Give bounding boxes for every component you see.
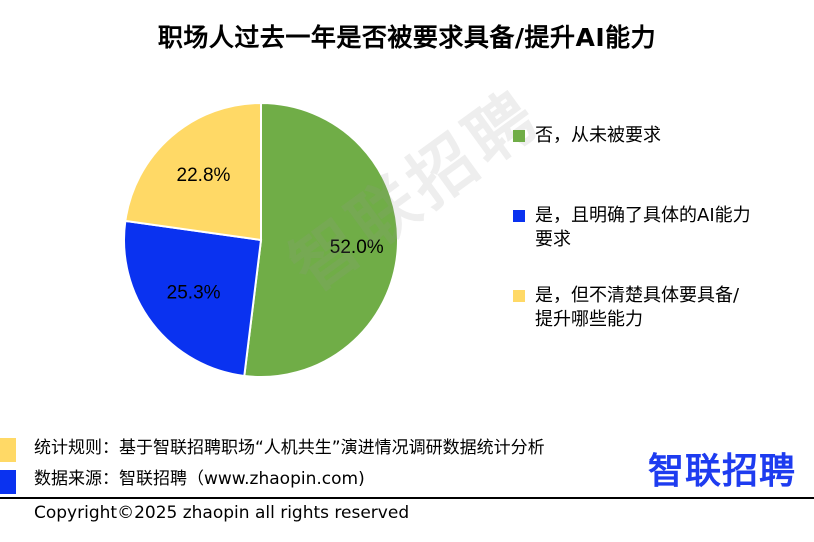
pie-slice-yes-unclear (124, 101, 262, 242)
legend-item-yes-unclear: 是，但不清楚具体要具备/提升哪些能力 (513, 284, 755, 332)
note-rule: 统计规则：基于智联招聘职场“人机共生”演进情况调研数据统计分析 (34, 438, 545, 458)
legend-swatch-yes-unclear (513, 290, 525, 302)
legend-label-no: 否，从未被要求 (535, 125, 661, 146)
zhaopin-logo: 智联招聘 (648, 451, 797, 492)
chart-title: 职场人过去一年是否被要求具备/提升AI能力 (157, 23, 657, 52)
legend-swatch-no (513, 130, 525, 142)
pie-label-yes-unclear: 22.8% (177, 165, 231, 186)
divider (0, 497, 814, 499)
note-marker-blue (0, 470, 16, 494)
legend-label-yes-unclear: 是，但不清楚具体要具备/提升哪些能力 (535, 285, 740, 330)
note-source: 数据来源：智联招聘（www.zhaopin.com) (34, 469, 365, 489)
legend-swatch-yes-clear (513, 210, 525, 222)
legend-item-no: 否，从未被要求 (513, 124, 755, 148)
pie-label-yes-clear: 25.3% (167, 283, 221, 304)
legend-label-yes-clear: 是，且明确了具体的AI能力要求 (535, 205, 751, 250)
pie-slice-yes-clear (123, 219, 263, 378)
pie-slice-no (243, 101, 399, 378)
pie-label-no: 52.0% (330, 237, 384, 258)
legend-item-yes-clear: 是，且明确了具体的AI能力要求 (513, 204, 755, 252)
note-marker-yellow (0, 438, 16, 462)
copyright: Copyright©2025 zhaopin all rights reserv… (34, 503, 410, 523)
